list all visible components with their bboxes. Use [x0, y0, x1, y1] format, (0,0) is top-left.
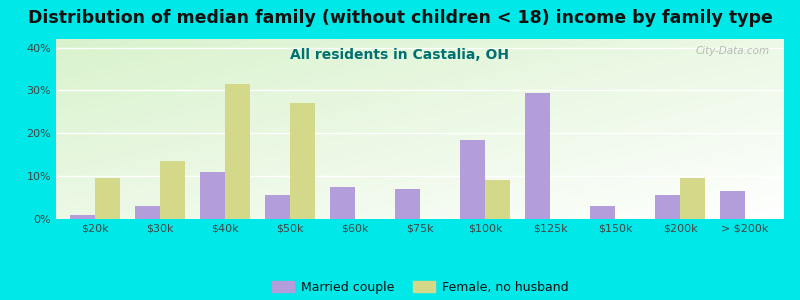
Bar [680, 178, 705, 219]
Bar [225, 84, 250, 219]
Bar [160, 161, 185, 219]
Bar [70, 215, 95, 219]
Bar [655, 195, 680, 219]
Bar [460, 140, 485, 219]
Text: Distribution of median family (without children < 18) income by family type: Distribution of median family (without c… [27, 9, 773, 27]
Bar [200, 172, 225, 219]
Bar [95, 178, 120, 219]
Bar [485, 180, 510, 219]
Bar [526, 93, 550, 219]
Bar [330, 187, 355, 219]
Bar [395, 189, 420, 219]
Bar [266, 195, 290, 219]
Bar [720, 191, 745, 219]
Bar [135, 206, 160, 219]
Bar [290, 103, 314, 219]
Legend: Married couple, Female, no husband: Married couple, Female, no husband [267, 276, 573, 299]
Text: City-Data.com: City-Data.com [695, 46, 770, 56]
Bar [590, 206, 615, 219]
Text: All residents in Castalia, OH: All residents in Castalia, OH [290, 48, 510, 62]
